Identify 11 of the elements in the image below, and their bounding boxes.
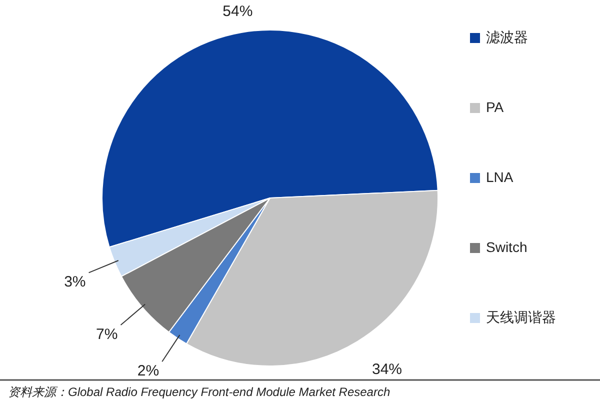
- legend-label: 天线调谐器: [486, 309, 556, 325]
- legend-label: Switch: [486, 239, 528, 255]
- data-label: 3%: [64, 274, 86, 291]
- legend-label: 滤波器: [486, 29, 528, 45]
- legend-label: PA: [486, 99, 504, 115]
- data-label: 34%: [372, 361, 402, 378]
- text: 资料来源：Global Radio Frequency Front-end Module Market Research: [8, 385, 390, 399]
- data-label: 7%: [96, 326, 118, 344]
- legend-label: LNA: [486, 169, 514, 185]
- data-label: 2%: [137, 362, 160, 380]
- data-label: 54%: [222, 2, 253, 20]
